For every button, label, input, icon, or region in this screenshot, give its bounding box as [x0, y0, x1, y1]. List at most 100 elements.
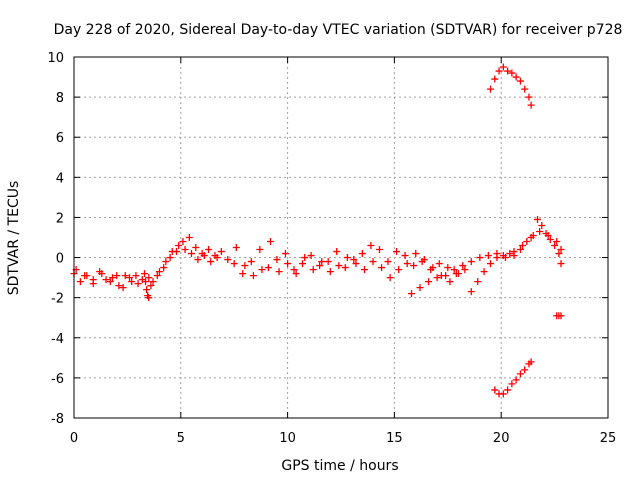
data-point [185, 234, 193, 241]
x-tick-label: 10 [279, 431, 296, 446]
data-point [491, 386, 499, 394]
data-point [318, 258, 326, 266]
y-tick-label: -6 [51, 372, 64, 387]
data-point [435, 260, 443, 268]
data-point [412, 250, 420, 258]
data-point [173, 248, 181, 256]
data-point [444, 264, 452, 272]
data-point [375, 246, 383, 254]
data-point [506, 250, 514, 258]
data-point [145, 294, 153, 302]
data-point [484, 252, 492, 260]
data-point [142, 278, 150, 286]
x-axis-label: GPS time / hours [281, 458, 398, 474]
data-point [504, 386, 512, 394]
data-point [128, 278, 136, 286]
y-tick-label: -8 [51, 412, 64, 427]
data-point [521, 366, 529, 374]
y-tick-label: 8 [56, 91, 64, 106]
ticks-layer [73, 56, 609, 419]
data-point [551, 242, 559, 250]
data-point [352, 260, 360, 268]
data-point [459, 262, 467, 270]
data-point [281, 250, 289, 258]
data-point [249, 272, 257, 280]
data-point [258, 266, 266, 274]
data-point [160, 264, 168, 272]
data-point [393, 248, 401, 256]
series-line-low [491, 358, 535, 398]
data-point [491, 75, 499, 83]
data-point [416, 284, 424, 292]
data-point [521, 85, 529, 93]
data-point [113, 272, 121, 280]
data-point [175, 242, 183, 250]
data-point [493, 254, 501, 262]
y-tick-labels: -8 -6 -4 -2 0 2 4 6 8 10 [47, 51, 64, 427]
data-point [555, 250, 563, 258]
data-point [341, 264, 349, 272]
data-point [542, 229, 550, 237]
data-point [358, 250, 366, 258]
data-point [386, 274, 394, 282]
data-point [162, 258, 170, 266]
data-point [395, 266, 403, 274]
data-point [224, 256, 232, 264]
y-axis-label: SDTVAR / TECUs [6, 181, 22, 296]
data-point [508, 69, 516, 77]
data-point [309, 266, 317, 274]
data-point [232, 244, 240, 252]
data-point [516, 246, 524, 254]
data-point [207, 258, 215, 266]
data-point [487, 85, 495, 93]
data-point [512, 376, 520, 384]
data-point [516, 77, 524, 85]
data-point [134, 280, 142, 288]
data-point [267, 238, 275, 246]
data-point [538, 221, 546, 229]
data-point [499, 252, 507, 260]
data-point [333, 248, 341, 256]
y-tick-label: 0 [56, 252, 64, 267]
data-point [425, 278, 433, 286]
data-point [273, 256, 281, 264]
data-point [89, 276, 97, 284]
data-point [476, 254, 484, 262]
data-point [140, 270, 148, 278]
data-point [525, 93, 533, 101]
data-point [275, 268, 283, 276]
data-point [546, 236, 554, 244]
data-point [467, 288, 475, 296]
series-spike-near-3h [142, 278, 153, 302]
data-point [324, 258, 332, 266]
data-point [106, 278, 114, 286]
data-point [369, 258, 377, 266]
x-tick-labels: 0 5 10 15 20 25 [70, 431, 616, 446]
data-point [516, 370, 524, 378]
data-point [495, 67, 503, 75]
data-point [557, 246, 565, 254]
x-tick-label: 25 [600, 431, 617, 446]
data-point [378, 264, 386, 272]
data-point [301, 254, 309, 262]
data-point [299, 260, 307, 268]
data-point [487, 260, 495, 268]
data-point [264, 264, 272, 272]
data-point [536, 227, 544, 235]
data-point [121, 272, 129, 280]
data-point [187, 250, 195, 258]
x-tick-label: 5 [177, 431, 185, 446]
data-point [401, 252, 409, 260]
series-track-mid-1 [230, 242, 469, 278]
series-track-mid-2 [232, 238, 462, 286]
series-track-mid-rising [407, 227, 565, 298]
data-point [446, 278, 454, 286]
x-tick-label: 15 [386, 431, 403, 446]
data-point [126, 274, 134, 282]
data-point [407, 290, 415, 298]
data-point [194, 256, 202, 264]
data-point [102, 276, 110, 284]
data-point [76, 278, 84, 286]
y-tick-label: 10 [47, 51, 64, 66]
